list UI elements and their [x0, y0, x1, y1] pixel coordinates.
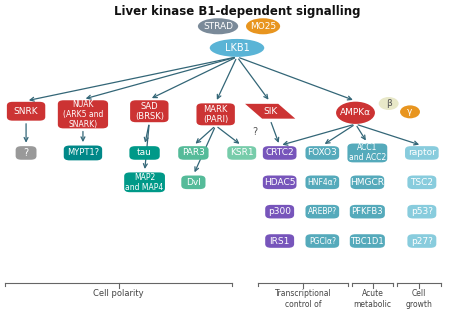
Ellipse shape	[246, 18, 280, 34]
Text: AREBP?: AREBP?	[308, 207, 337, 216]
Text: IRS1: IRS1	[270, 236, 290, 246]
Text: MARK
(PARI): MARK (PARI)	[203, 105, 228, 124]
Text: PAR3: PAR3	[182, 148, 205, 158]
Text: p53?: p53?	[411, 207, 433, 216]
FancyBboxPatch shape	[306, 176, 339, 189]
Text: tau: tau	[137, 148, 152, 158]
Text: HNF4α?: HNF4α?	[308, 178, 337, 187]
Text: ?: ?	[253, 127, 257, 137]
Text: p300: p300	[268, 207, 291, 216]
Text: p27?: p27?	[411, 236, 433, 246]
FancyBboxPatch shape	[196, 103, 235, 125]
FancyBboxPatch shape	[178, 146, 209, 160]
FancyBboxPatch shape	[407, 234, 437, 248]
Ellipse shape	[400, 105, 420, 118]
Text: MO25: MO25	[250, 22, 276, 31]
FancyBboxPatch shape	[58, 100, 108, 129]
Text: SIK: SIK	[263, 107, 277, 116]
Text: Cell
growth: Cell growth	[406, 290, 432, 309]
Text: AMPKα: AMPKα	[340, 108, 371, 117]
Ellipse shape	[210, 39, 264, 57]
FancyBboxPatch shape	[306, 234, 339, 248]
FancyBboxPatch shape	[130, 100, 169, 122]
FancyBboxPatch shape	[181, 176, 205, 189]
FancyBboxPatch shape	[227, 146, 256, 160]
FancyBboxPatch shape	[129, 146, 160, 160]
FancyBboxPatch shape	[350, 176, 384, 189]
Text: FOXO3: FOXO3	[308, 148, 337, 158]
Text: MAP2
and MAP4: MAP2 and MAP4	[126, 173, 164, 192]
FancyBboxPatch shape	[306, 146, 339, 160]
FancyBboxPatch shape	[347, 143, 387, 163]
FancyBboxPatch shape	[350, 234, 385, 248]
Ellipse shape	[198, 18, 238, 34]
Text: TSC2: TSC2	[410, 178, 433, 187]
Text: MYPT1?: MYPT1?	[67, 148, 99, 158]
FancyBboxPatch shape	[407, 176, 437, 189]
Text: Cell polarity: Cell polarity	[93, 290, 144, 298]
Text: HDAC5: HDAC5	[264, 178, 295, 187]
Text: SNRK: SNRK	[14, 107, 38, 116]
FancyBboxPatch shape	[64, 146, 102, 160]
FancyBboxPatch shape	[350, 205, 385, 218]
FancyBboxPatch shape	[405, 146, 439, 160]
Text: PGCIα?: PGCIα?	[309, 236, 336, 246]
FancyBboxPatch shape	[16, 146, 36, 160]
FancyBboxPatch shape	[265, 205, 294, 218]
FancyBboxPatch shape	[263, 176, 296, 189]
FancyBboxPatch shape	[407, 205, 437, 218]
Text: KSR1: KSR1	[230, 148, 254, 158]
Text: LKB1: LKB1	[225, 43, 249, 53]
Text: ?: ?	[24, 148, 28, 158]
Text: NUAK
(ARK5 and
SNARK): NUAK (ARK5 and SNARK)	[63, 100, 103, 129]
FancyBboxPatch shape	[306, 205, 339, 218]
Text: ACC1
and ACC2: ACC1 and ACC2	[349, 143, 386, 163]
Polygon shape	[245, 104, 295, 119]
FancyBboxPatch shape	[7, 102, 46, 121]
Text: CRTC2: CRTC2	[265, 148, 294, 158]
Text: STRAD: STRAD	[203, 22, 233, 31]
FancyBboxPatch shape	[265, 234, 294, 248]
FancyBboxPatch shape	[263, 146, 296, 160]
Text: HMGCR: HMGCR	[350, 178, 384, 187]
Text: SAD
(BRSK): SAD (BRSK)	[135, 102, 164, 121]
FancyBboxPatch shape	[124, 172, 165, 192]
Ellipse shape	[336, 102, 375, 124]
Text: raptor: raptor	[408, 148, 436, 158]
Text: γ: γ	[407, 107, 413, 116]
Text: Dvl: Dvl	[186, 178, 201, 187]
Text: PFKFB3: PFKFB3	[352, 207, 383, 216]
Text: Liver kinase B1-dependent signalling: Liver kinase B1-dependent signalling	[114, 5, 360, 18]
Text: Acute
metabolic
changes: Acute metabolic changes	[354, 290, 392, 309]
Ellipse shape	[379, 97, 399, 110]
Text: TBC1D1: TBC1D1	[351, 236, 384, 246]
Text: β: β	[386, 99, 392, 108]
Text: Transcriptional
control of
metabolism: Transcriptional control of metabolism	[275, 290, 332, 309]
